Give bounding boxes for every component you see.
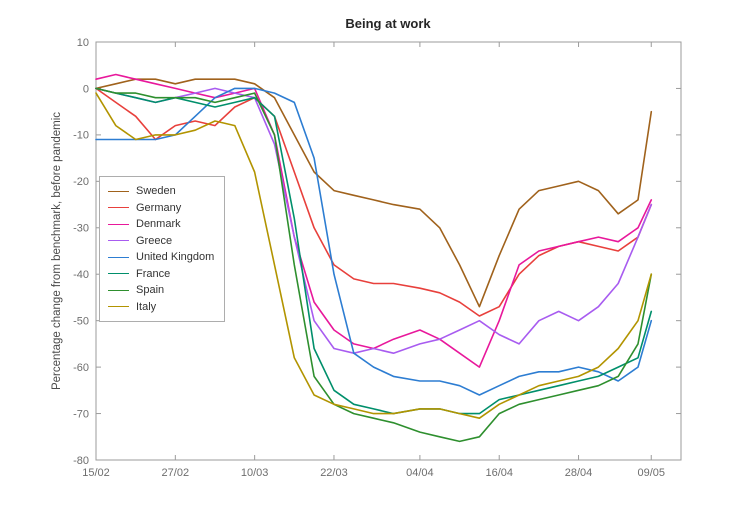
x-tick-label: 09/05	[637, 467, 665, 479]
series-line-france	[95, 87, 653, 415]
legend-item-germany: Germany	[108, 200, 214, 217]
y-tick-label: -50	[73, 316, 89, 328]
series-line-sweden	[95, 78, 653, 308]
x-tick-label: 28/04	[565, 467, 593, 479]
x-tick-label: 16/04	[485, 467, 513, 479]
legend-line-sample	[108, 190, 129, 192]
y-tick-label: -60	[73, 362, 89, 374]
legend-label: Sweden	[136, 185, 176, 197]
legend-line-sample	[108, 289, 129, 291]
legend-line-sample	[108, 240, 129, 242]
y-tick-label: -70	[73, 408, 89, 420]
y-tick-label: -30	[73, 223, 89, 235]
legend-item-denmark: Denmark	[108, 216, 214, 233]
y-axis-label: Percentage change from benchmark, before…	[51, 112, 63, 390]
y-tick-label: -20	[73, 176, 89, 188]
legend-label: Italy	[136, 300, 157, 313]
legend-item-greece: Greece	[108, 233, 214, 250]
legend-label: Greece	[136, 234, 173, 247]
y-tick-label: -80	[73, 455, 89, 467]
y-tick-label: 10	[77, 37, 89, 49]
legend-item-italy: Italy	[108, 299, 214, 316]
x-tick-label: 10/03	[241, 467, 269, 479]
legend-line-sample	[108, 256, 129, 258]
x-tick-label: 15/02	[82, 467, 110, 479]
series-line-spain	[95, 87, 653, 443]
legend-item-france: France	[108, 266, 214, 283]
legend-label: Germany	[136, 201, 182, 214]
legend-line-sample	[108, 306, 129, 308]
legend-label: France	[136, 267, 171, 280]
legend-line-sample	[108, 207, 129, 209]
series-line-united-kingdom	[95, 87, 653, 396]
y-tick-label: -10	[73, 130, 89, 142]
series-lines	[95, 73, 653, 443]
legend-item-spain: Spain	[108, 282, 214, 299]
chart-title: Being at work	[345, 16, 431, 31]
legend-label: Denmark	[136, 218, 181, 230]
series-line-greece	[95, 87, 653, 355]
legend: Sweden Germany Denmark Greece United Kingdom…	[99, 176, 226, 322]
legend-line-sample	[108, 223, 129, 225]
legend-item-sweden: Sweden	[108, 183, 214, 200]
x-tick-label: 27/02	[162, 467, 190, 479]
x-tick-label: 22/03	[320, 467, 348, 479]
plot-box	[95, 41, 682, 461]
legend-label: Spain	[136, 284, 165, 296]
y-tick-label: 0	[83, 83, 89, 95]
series-line-italy	[95, 92, 653, 420]
legend-label: United Kingdom	[136, 251, 215, 263]
y-tick-label: -40	[73, 269, 89, 281]
legend-line-sample	[108, 273, 129, 275]
x-tick-label: 04/04	[406, 467, 434, 479]
legend-item-united-kingdom: United Kingdom	[108, 249, 214, 266]
